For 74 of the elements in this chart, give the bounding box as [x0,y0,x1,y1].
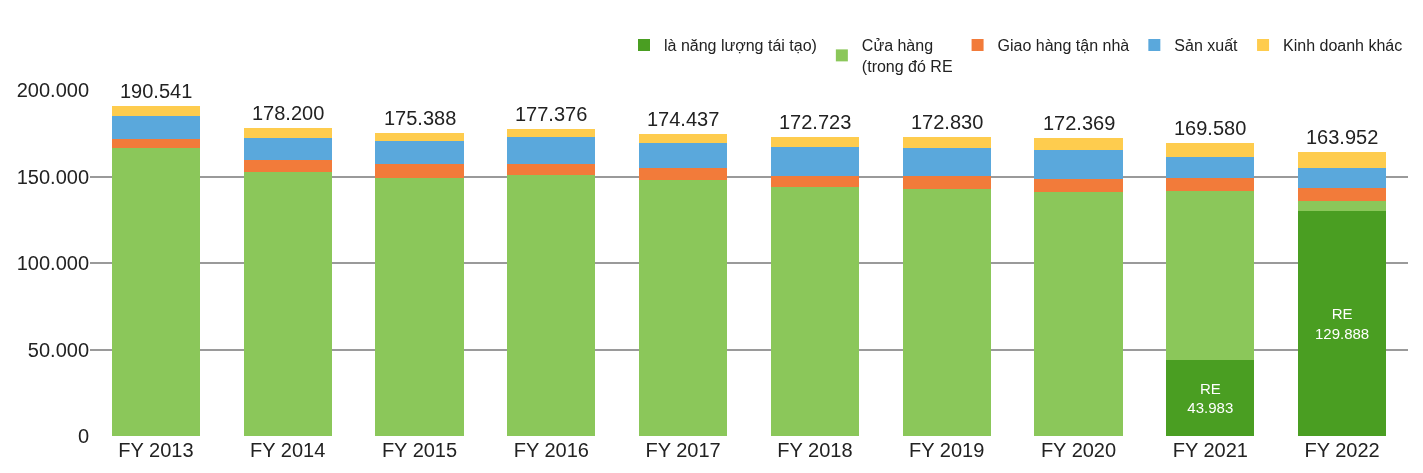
bar [243,159,332,173]
bar [243,138,332,160]
bar [1034,137,1123,151]
bar [1166,177,1255,192]
bar [375,177,464,436]
bar [1034,150,1123,180]
bar [902,137,991,148]
bar [902,189,991,436]
legend-label: Giao hàng tận nhà [997,37,1130,55]
legend-label: Sản xuất [1174,37,1239,55]
total-label: 190.541 [120,80,193,102]
x-tick-label: FY 2015 [381,439,458,461]
bar [1297,201,1387,212]
y-tick-label: 100.000 [16,252,89,274]
total-label: 174.437 [647,108,720,130]
total-label: 178.200 [252,102,325,124]
bar [638,134,728,144]
bar [1166,142,1255,157]
legend-label: Kinh doanh khác [1283,37,1403,55]
bar [507,175,596,436]
bar [770,175,860,188]
total-label: 172.830 [911,111,984,133]
x-tick-label: FY 2022 [1304,439,1380,461]
bar [770,187,860,436]
bar [1034,179,1123,192]
x-tick-label: FY 2019 [909,439,985,461]
total-label: 169.580 [1174,117,1247,139]
bar [111,106,201,117]
bar [375,132,464,142]
bar [507,137,596,164]
bar [770,147,860,176]
bar [1297,152,1387,168]
y-tick-label: 200.000 [16,79,89,101]
bar [1166,359,1255,436]
bar [111,147,201,436]
bar [638,168,728,181]
legend-label: là năng lượng tái tạo) [664,37,817,55]
x-tick-label: FY 2018 [777,439,853,461]
x-tick-label: FY 2013 [118,439,194,461]
bar [111,138,201,148]
x-tick-label: FY 2017 [645,439,721,461]
bar [1297,167,1387,188]
total-label: 175.388 [384,107,457,129]
total-label: 172.369 [1043,112,1116,134]
bar [902,147,991,177]
x-tick-label: FY 2021 [1172,439,1248,461]
bar [1166,191,1255,360]
y-tick-label: 150.000 [16,165,89,188]
bar [1297,187,1387,202]
bar [1166,156,1255,178]
bar [1297,211,1387,436]
total-label: 172.723 [779,111,852,133]
bar [375,164,464,178]
bar [111,116,201,139]
bar [638,180,728,436]
total-label: 177.376 [515,103,588,125]
x-tick-label: FY 2016 [513,439,589,461]
bar [243,172,332,436]
y-tick-label: 50.000 [27,338,89,361]
bar [638,143,728,169]
data-label: RE 43.983 [1187,379,1234,417]
data-label: RE 129.888 [1314,305,1370,342]
bar [243,127,332,139]
bar [902,176,991,190]
y-tick-label: 0 [77,425,89,447]
bar [507,163,596,176]
bar [1034,191,1123,436]
x-tick-label: FY 2014 [250,439,326,461]
total-label: 163.952 [1306,126,1379,148]
x-tick-label: FY 2020 [1040,439,1117,461]
bar [507,129,596,138]
bar [375,141,464,165]
bar [770,137,860,148]
legend-label: Cửa hàng (trong đó RE [861,37,953,76]
